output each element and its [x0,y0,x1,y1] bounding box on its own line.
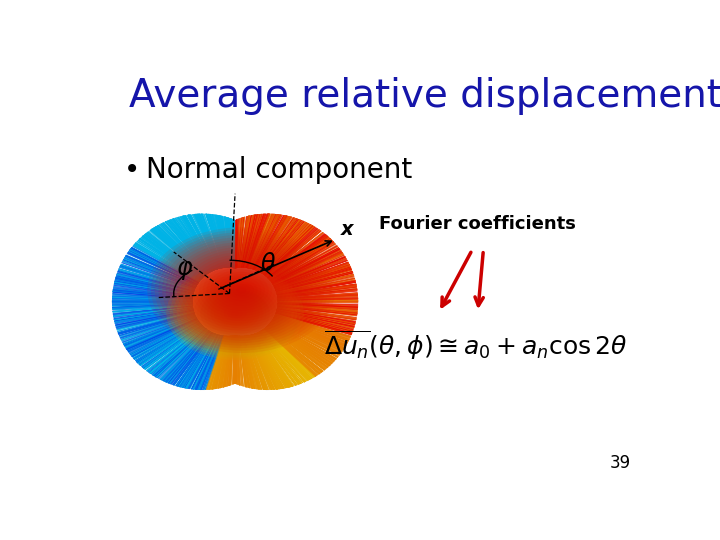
Ellipse shape [184,278,287,348]
Ellipse shape [203,265,279,316]
Text: x: x [341,220,354,239]
Ellipse shape [228,308,243,319]
Text: $\varphi$: $\varphi$ [176,258,194,282]
Ellipse shape [158,235,324,346]
Ellipse shape [217,301,253,326]
Ellipse shape [148,227,335,353]
Ellipse shape [190,283,280,344]
Ellipse shape [174,245,310,336]
Ellipse shape [210,269,272,311]
Ellipse shape [155,232,328,348]
Ellipse shape [220,303,250,323]
Ellipse shape [224,306,246,321]
Ellipse shape [214,272,269,308]
Ellipse shape [207,267,276,313]
Ellipse shape [180,276,290,351]
Ellipse shape [188,254,294,326]
Ellipse shape [217,274,265,306]
Ellipse shape [194,285,276,342]
Ellipse shape [210,297,260,330]
Ellipse shape [166,240,317,341]
Text: Average relative displacements: Average relative displacements [129,77,720,115]
Ellipse shape [192,257,291,323]
Ellipse shape [236,287,246,294]
Ellipse shape [186,281,284,346]
Ellipse shape [207,294,263,333]
Ellipse shape [229,282,254,299]
Ellipse shape [221,277,261,303]
Ellipse shape [199,262,284,319]
Text: Normal component: Normal component [145,156,412,184]
Text: 39: 39 [610,454,631,472]
Ellipse shape [176,274,294,353]
Ellipse shape [200,290,270,337]
Ellipse shape [197,288,274,339]
Text: $\theta$: $\theta$ [260,252,276,275]
Text: $\overline{\Delta u_n}(\theta,\phi) \cong a_0 + a_n \cos 2\theta$: $\overline{\Delta u_n}(\theta,\phi) \con… [324,329,628,362]
Ellipse shape [195,259,287,321]
Text: •: • [124,156,140,184]
Ellipse shape [233,284,250,296]
Ellipse shape [184,252,298,328]
Ellipse shape [166,267,304,360]
Ellipse shape [177,247,305,333]
Ellipse shape [173,272,297,355]
Ellipse shape [169,242,313,338]
Ellipse shape [231,310,239,316]
Ellipse shape [204,292,266,335]
Ellipse shape [225,279,258,301]
Ellipse shape [151,230,331,350]
Ellipse shape [214,299,256,328]
Ellipse shape [181,249,302,331]
Text: Fourier coefficients: Fourier coefficients [379,215,576,233]
Ellipse shape [170,269,300,357]
Ellipse shape [162,237,320,343]
